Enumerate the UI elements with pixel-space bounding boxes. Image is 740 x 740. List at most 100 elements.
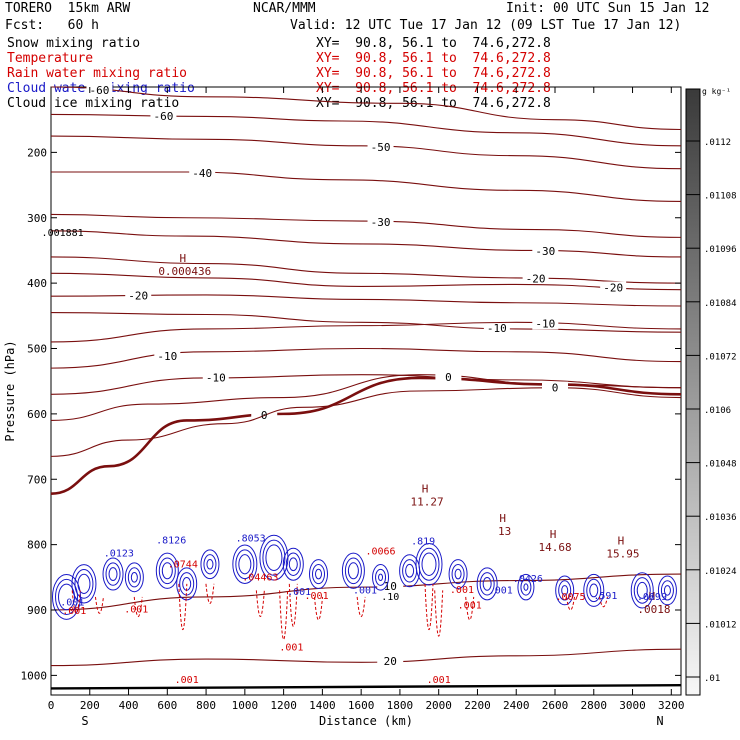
high-value-0: 0.000436	[158, 265, 211, 278]
plot-frame	[50, 86, 682, 696]
high-marker-3: H	[550, 528, 557, 541]
y-tick-label-0: 200	[27, 146, 47, 159]
cloud-water-blob-10-2	[315, 568, 323, 580]
annotation-6: .591	[593, 591, 617, 602]
cloud-water-blob-18-2	[561, 585, 569, 596]
temp-contour-0	[50, 86, 682, 131]
cloud-water-blob-7-1	[235, 549, 255, 580]
high-value-3: 14.68	[538, 541, 571, 554]
temp-label-bg-6	[522, 272, 549, 285]
cloud-water-blob-10-0	[309, 559, 329, 589]
field-xy-2: XY= 90.8, 56.1 to 74.6,272.8	[316, 66, 551, 81]
cloud-water-blob-9-2	[288, 557, 298, 572]
rain-contour-4	[205, 583, 215, 604]
high-marker-0: H	[180, 252, 187, 265]
temp-label-bg-17	[377, 655, 404, 668]
colorbar-label-6: .01048	[704, 460, 737, 470]
rain-water-contours	[71, 583, 608, 640]
field-name-3: Cloud water mixing ratio	[7, 81, 195, 96]
colorbar-label-7: .01036	[704, 513, 737, 523]
cloud-water-blob-2-0	[102, 557, 124, 591]
temp-label-14: 0	[445, 371, 452, 384]
temp-contour-4	[50, 213, 682, 238]
temp-contour-7	[50, 272, 682, 291]
temp-label-bg-4	[367, 215, 394, 228]
cloud-water-blob-16-1	[479, 572, 495, 596]
high-value-4: 15.95	[606, 548, 639, 561]
cloud-water-blob-15-0	[448, 559, 468, 589]
temp-label-bg-11	[154, 349, 181, 362]
cloud-water-blob-0-2	[58, 583, 76, 611]
x-tick-label-11: 2200	[464, 699, 491, 712]
temp-label-8: -20	[128, 289, 148, 302]
high-marker-4: H	[618, 535, 625, 548]
cloud-water-blob-11-2	[347, 562, 359, 580]
x-tick-label-12: 2400	[503, 699, 530, 712]
field-xy-4: XY= 90.8, 56.1 to 74.6,272.8	[316, 96, 551, 111]
annotation-17: .001	[175, 675, 199, 686]
cloud-water-blob-9-0	[282, 547, 304, 581]
x-tick-label-0: 0	[48, 699, 55, 712]
high-marker-2: H	[499, 512, 506, 525]
temp-contour-6	[50, 256, 682, 284]
x-tick-label-13: 2600	[542, 699, 569, 712]
y-axis-label: Pressure (hPa)	[3, 340, 17, 441]
y-tick-label-5: 700	[27, 473, 47, 486]
colorbar-label-3: .01084	[704, 299, 737, 309]
annotation-3: .8053	[236, 533, 266, 544]
temp-label-11: -10	[157, 350, 177, 363]
rain-contour-9	[356, 596, 366, 618]
cloud-water-blob-16-0	[476, 567, 498, 601]
cloud-water-blob-20-1	[633, 577, 651, 604]
annotation-10: .04463	[242, 573, 278, 584]
temp-label-bg-14	[435, 370, 462, 383]
y-tick-label-2: 400	[27, 277, 47, 290]
rain-contour-8	[314, 596, 324, 621]
x-tick-label-4: 800	[196, 699, 216, 712]
x-tick-label-16: 3200	[658, 699, 685, 712]
x-tick-label-3: 600	[157, 699, 177, 712]
colorbar-label-9: .01012	[704, 620, 737, 630]
cloud-water-blob-0-1	[55, 578, 79, 616]
rain-contour-5	[255, 590, 265, 617]
center-name: NCAR/MMM	[253, 1, 316, 16]
colorbar-label-10: .01	[704, 674, 720, 684]
annotation-12: .001	[62, 606, 86, 617]
cloud-water-blob-4-0	[155, 552, 179, 589]
cloud-water-blob-7-2	[238, 554, 252, 575]
temp-contour-12	[50, 374, 682, 395]
temp-contour-5	[50, 230, 682, 258]
x-tick-label-6: 1200	[270, 699, 297, 712]
temp-label-1: -60	[153, 110, 173, 123]
temp-label-13: 0	[261, 409, 268, 422]
temperature-contours	[50, 84, 682, 668]
temp-contour-9	[50, 311, 682, 333]
cloud-water-blob-1-1	[74, 568, 94, 599]
cloud-water-blob-3-1	[127, 567, 141, 588]
y-tick-label-8: 1000	[21, 669, 48, 682]
annotation-7: .0699	[637, 592, 667, 603]
init-time: Init: 00 UTC Sun 15 Jan 12	[506, 1, 710, 16]
temp-contour-16	[50, 573, 682, 611]
x-tick-label-15: 3000	[619, 699, 646, 712]
cloud-water-blob-14-0	[415, 542, 443, 586]
temp-label-bg-1	[150, 109, 177, 122]
temp-contour-13	[50, 376, 682, 495]
cloud-water-blob-14-1	[418, 547, 440, 581]
high-value-5: .0018	[637, 603, 670, 616]
rain-contour-2	[133, 596, 143, 618]
field-name-2: Rain water mixing ratio	[7, 66, 188, 81]
annotation-5: .0426	[513, 574, 543, 585]
annotation-14: .001	[279, 643, 303, 654]
temp-label-bg-5	[532, 244, 559, 257]
temp-contour-2	[50, 135, 682, 170]
annotation-13: .001	[124, 605, 148, 616]
cloud-water-blob-4-2	[161, 562, 173, 580]
temp-contour-3	[51, 171, 682, 202]
temp-label-bg-7	[600, 281, 627, 294]
cloud-water-blob-8-1	[262, 539, 286, 576]
temp-contour-10	[50, 321, 682, 343]
annotation-15: .001	[305, 591, 329, 602]
high-marker-1: H	[422, 482, 429, 495]
cloud-water-blob-6-0	[200, 549, 220, 580]
